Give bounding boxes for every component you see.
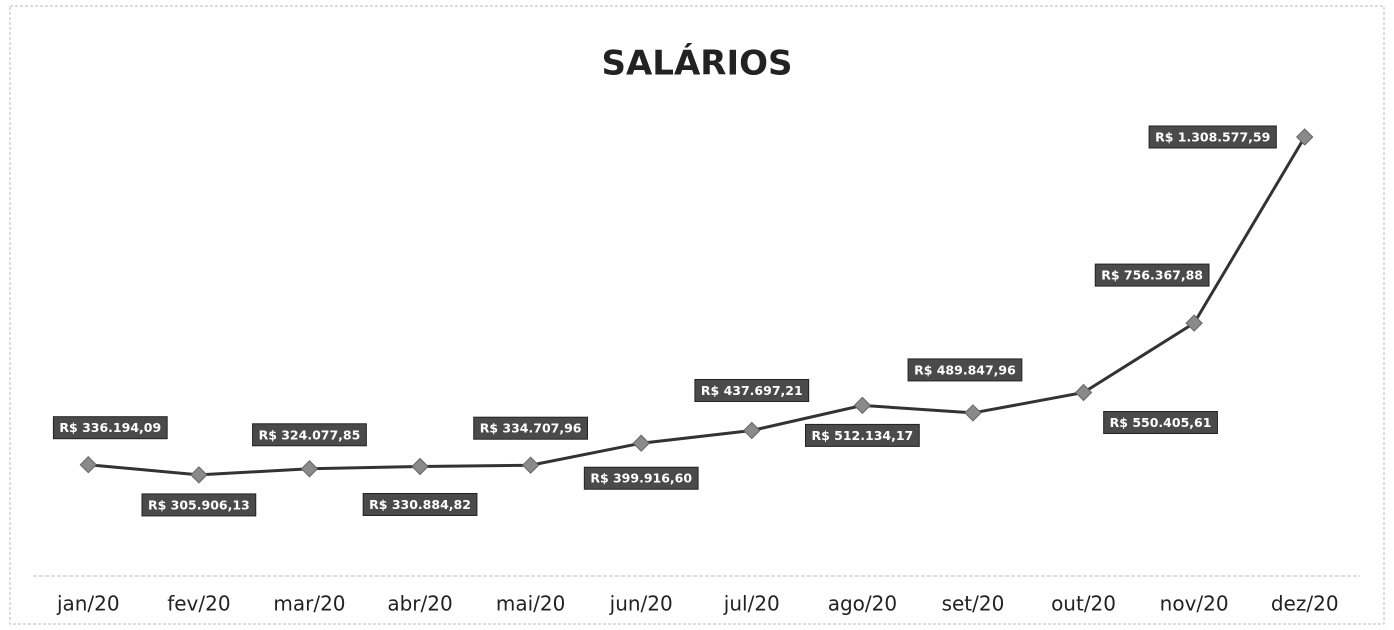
marker [964,404,982,422]
data-label: R$ 437.697,21 [694,378,810,402]
data-label: R$ 334.707,96 [473,416,589,440]
data-label-box [1094,263,1210,287]
marker [853,396,872,415]
data-label-box [1148,125,1277,149]
data-label-text: R$ 756.367,88 [1101,268,1203,283]
x-tick-label: dez/20 [1271,592,1339,616]
data-label: R$ 324.077,85 [252,423,367,447]
data-label-text: R$ 330.884,82 [369,497,471,512]
data-label-text: R$ 550.405,61 [1110,415,1212,430]
data-label: R$ 399.916,60 [583,466,699,490]
data-label-box [804,423,920,447]
data-label-box [694,378,810,402]
data-label-text: R$ 437.697,21 [701,383,803,398]
x-tick-label: jun/20 [609,592,673,616]
marker [411,457,429,476]
marker [632,434,650,452]
marker [743,421,761,440]
data-label: R$ 489.847,96 [907,358,1023,382]
marker [300,460,319,478]
x-tick-label: mar/20 [273,592,345,616]
x-tick-label: set/20 [942,592,1005,616]
data-label-text: R$ 324.077,85 [259,427,361,442]
marker [521,456,540,474]
x-tick-label: ago/20 [828,592,897,616]
data-label-box [583,466,699,490]
data-label-text: R$ 512.134,17 [811,428,913,443]
x-tick-label: out/20 [1051,592,1116,616]
chart-title: SALÁRIOS [601,43,792,84]
data-label: R$ 1.308.577,59 [1148,125,1277,149]
x-tick-label: jul/20 [723,592,780,616]
data-line [88,136,1306,477]
data-label: R$ 512.134,17 [804,423,920,447]
x-tick-label: abr/20 [387,592,452,616]
data-label: R$ 336.194,09 [52,416,168,440]
data-label-text: R$ 489.847,96 [914,362,1016,377]
data-label-text: R$ 1.308.577,59 [1155,130,1270,145]
data-label: R$ 550.405,61 [1103,411,1218,435]
x-tick-label: mai/20 [496,592,565,616]
data-label-text: R$ 336.194,09 [59,420,161,435]
data-label-box [473,416,589,440]
marker [190,466,208,484]
data-label: R$ 756.367,88 [1094,263,1210,287]
data-label-box [52,416,168,440]
data-label: R$ 330.884,82 [362,492,478,516]
x-tick-label: fev/20 [167,592,230,616]
data-label-box [907,358,1023,382]
data-label-box [1103,411,1218,435]
chart-frame [9,5,1385,625]
data-label: R$ 305.906,13 [141,493,257,517]
data-label-box [362,492,478,516]
marker [79,455,97,474]
x-tick-label: nov/20 [1160,592,1229,616]
data-label-text: R$ 334.707,96 [480,421,582,436]
data-label-box [252,423,367,447]
marker [1296,128,1314,146]
x-tick-label: jan/20 [56,592,120,616]
marker [1074,383,1093,402]
data-label-text: R$ 305.906,13 [148,497,250,512]
marker [1185,314,1203,332]
data-label-text: R$ 399.916,60 [590,471,692,486]
data-label-box [141,493,257,517]
